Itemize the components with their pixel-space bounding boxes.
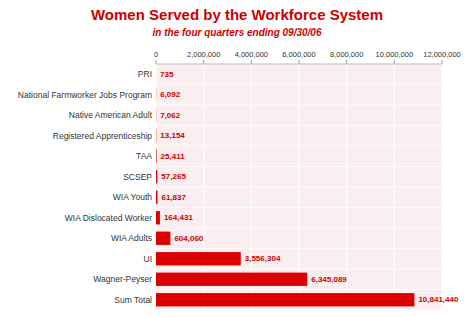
- category-label: WIA Adults: [111, 233, 152, 243]
- plot-background: [156, 64, 442, 310]
- data-label: 6,345,089: [311, 275, 347, 284]
- category-label: Wagner-Peyser: [93, 274, 152, 284]
- title: Women Served by the Workforce System: [91, 6, 383, 23]
- row-separator: [156, 125, 442, 126]
- row-separator: [156, 248, 442, 249]
- row-separator: [156, 146, 442, 147]
- bar: [156, 252, 241, 265]
- data-label: 3,556,304: [245, 254, 281, 263]
- row-separator: [156, 289, 442, 290]
- data-label: 164,431: [164, 213, 193, 222]
- tick-mark: [299, 60, 300, 64]
- bar: [156, 273, 307, 286]
- data-label: 604,060: [174, 234, 203, 243]
- chart: Women Served by the Workforce System in t…: [0, 0, 474, 317]
- bar: [156, 129, 157, 142]
- tick-mark: [394, 60, 395, 64]
- tick-mark: [346, 60, 347, 64]
- bar: [156, 211, 160, 224]
- row-separator: [156, 64, 442, 65]
- data-label: 25,411: [161, 152, 186, 161]
- row-separator: [156, 187, 442, 188]
- category-label: Registered Apprenticeship: [53, 131, 153, 141]
- data-label: 6,092: [160, 90, 181, 99]
- bar: [156, 109, 157, 122]
- subtitle: in the four quarters ending 09/30/06: [153, 27, 322, 38]
- tick-mark: [251, 60, 252, 64]
- bar: [156, 88, 157, 101]
- category-label: PRI: [138, 69, 152, 79]
- data-label: 57,265: [161, 172, 186, 181]
- tick-label: 12,000,000: [423, 50, 461, 59]
- tick-mark: [203, 60, 204, 64]
- x-axis: 0 2,000,000 4,000,000 6,000,000 8,000,000 10,…: [154, 50, 461, 64]
- row-separator: [156, 228, 442, 229]
- tick-label: 4,000,000: [235, 50, 268, 59]
- axis-line: [156, 64, 442, 65]
- row-separator: [156, 269, 442, 270]
- grid: [156, 64, 442, 310]
- tick-label: 0: [154, 50, 158, 59]
- tick-label: 2,000,000: [187, 50, 220, 59]
- category-label: WIA Dislocated Worker: [65, 213, 152, 223]
- data-labels: 10,841,440 6,345,089 3,556,304 604,060 164,4…: [160, 70, 459, 305]
- category-label: Sum Total: [114, 295, 152, 305]
- category-label: WIA Youth: [113, 192, 152, 202]
- bar: [156, 191, 157, 204]
- bar: [156, 150, 157, 163]
- tick-mark: [156, 60, 157, 64]
- bar: [156, 170, 157, 183]
- data-label: 61,837: [161, 193, 186, 202]
- bars: [156, 68, 414, 307]
- bar: [156, 68, 157, 81]
- row-separator: [156, 207, 442, 208]
- row-separator: [156, 166, 442, 167]
- bar: [156, 232, 170, 245]
- category-label: National Farmworker Jobs Program: [18, 90, 152, 100]
- category-label: Native American Adult: [69, 110, 153, 120]
- tick-mark: [442, 60, 443, 64]
- data-label: 13,154: [160, 131, 185, 140]
- tick-label: 6,000,000: [282, 50, 315, 59]
- tick-label: 8,000,000: [330, 50, 363, 59]
- row-separator: [156, 84, 442, 85]
- tick-label: 10,000,000: [376, 50, 414, 59]
- data-label: 7,062: [160, 111, 181, 120]
- bar: [156, 293, 414, 306]
- category-label: SCSEP: [123, 172, 152, 182]
- data-label: 735: [160, 70, 174, 79]
- category-label: UI: [144, 254, 153, 264]
- category-label: TAA: [136, 151, 152, 161]
- row-separator: [156, 310, 442, 311]
- data-label: 10,841,440: [418, 295, 459, 304]
- row-separator: [156, 105, 442, 106]
- y-axis: Sum Total Wagner-Peyser UI WIA Adults WIA Di…: [18, 69, 153, 305]
